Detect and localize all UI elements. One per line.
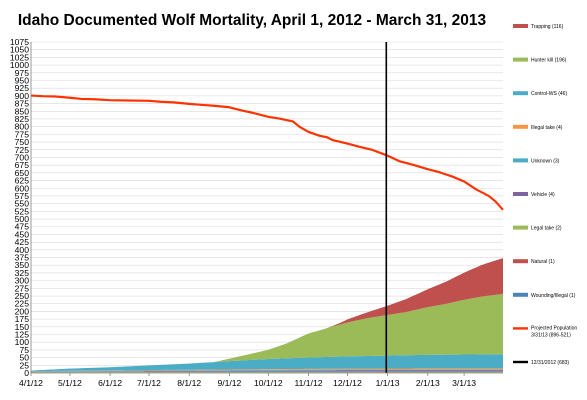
y-tick-label: 50 — [19, 353, 29, 363]
y-tick-label: 1025 — [10, 52, 29, 62]
legend-label: Trapping (116) — [531, 24, 564, 30]
population-line — [30, 94, 504, 211]
x-tick-label: 9/1/12 — [217, 378, 241, 388]
y-tick-label: 375 — [15, 253, 30, 263]
y-tick-label: 625 — [15, 176, 30, 186]
y-tick-label: 475 — [15, 222, 30, 232]
y-tick-label: 700 — [15, 152, 30, 162]
x-tick-label: 4/1/12 — [19, 378, 43, 388]
legend-label: Legal take (2) — [531, 226, 562, 232]
legend-label: Wounding/Illegal (1) — [531, 293, 576, 299]
y-tick-label: 500 — [15, 214, 30, 224]
y-tick-label: 600 — [15, 183, 30, 193]
area-hunter-kill-196 — [31, 293, 503, 371]
y-tick-label: 925 — [15, 83, 30, 93]
plot-area: 0255075100125150175200225250275300325350… — [10, 37, 504, 388]
y-tick-label: 800 — [15, 122, 30, 132]
y-tick-label: 275 — [15, 283, 30, 293]
population-line-group — [30, 94, 504, 211]
y-tick-label: 725 — [15, 145, 30, 155]
y-tick-label: 250 — [15, 291, 30, 301]
legend-label: Vehicle (4) — [531, 192, 555, 198]
y-tick-label: 300 — [15, 276, 30, 286]
legend-label: 3/31/13 (896-521) — [531, 332, 571, 338]
y-tick-label: 950 — [15, 75, 30, 85]
y-tick-label: 900 — [15, 91, 30, 101]
legend-label: Natural (1) — [531, 259, 555, 265]
y-tick-label: 75 — [19, 345, 29, 355]
x-tick-label: 12/1/12 — [333, 378, 362, 388]
x-tick-label: 6/1/12 — [98, 378, 122, 388]
y-tick-label: 125 — [15, 330, 30, 340]
x-tick-label: 8/1/12 — [177, 378, 201, 388]
y-tick-label: 425 — [15, 237, 30, 247]
x-tick-label: 10/1/12 — [254, 378, 283, 388]
x-tick-label: 2/1/13 — [416, 378, 440, 388]
area-illegal-take-4 — [31, 368, 503, 372]
y-tick-label: 175 — [15, 314, 30, 324]
legend-label: 12/31/2012 (683) — [531, 360, 569, 366]
x-tick-label: 7/1/12 — [137, 378, 161, 388]
y-tick-label: 875 — [15, 99, 30, 109]
area-unknown-3 — [31, 369, 503, 372]
y-tick-label: 350 — [15, 260, 30, 270]
x-tick-labels: 4/1/12 5/1/12 6/1/12 7/1/12 8/1/12 9/1/12 10/1… — [19, 373, 476, 388]
y-tick-label: 525 — [15, 206, 30, 216]
y-tick-label: 750 — [15, 137, 30, 147]
y-tick-label: 0 — [24, 368, 29, 378]
chart-title: Idaho Documented Wolf Mortality, April 1… — [18, 12, 487, 29]
area-legal-take-2 — [31, 371, 503, 373]
x-tick-label: 3/1/13 — [452, 378, 476, 388]
y-tick-label: 675 — [15, 160, 30, 170]
y-tick-label: 1050 — [10, 45, 29, 55]
legend-label: Illegal take (4) — [531, 125, 563, 131]
y-tick-label: 825 — [15, 114, 30, 124]
area-vehicle-4 — [31, 370, 503, 372]
legend-label: Projected Population — [531, 325, 577, 331]
y-tick-label: 775 — [15, 129, 30, 139]
y-tick-label: 450 — [15, 229, 30, 239]
y-tick-label: 150 — [15, 322, 30, 332]
y-tick-label: 550 — [15, 199, 30, 209]
x-tick-label: 11/1/12 — [294, 378, 322, 388]
x-tick-label: 1/1/13 — [376, 378, 400, 388]
y-tick-label: 100 — [15, 337, 30, 347]
y-tick-label: 200 — [15, 306, 30, 316]
y-tick-label: 1000 — [10, 60, 29, 70]
y-tick-label: 400 — [15, 245, 30, 255]
axes — [30, 42, 503, 374]
area-control-ws-46 — [31, 354, 503, 372]
legend-label: Hunter kill (196) — [531, 58, 567, 64]
legend-label: Control-WS (46) — [531, 91, 567, 97]
x-tick-label: 5/1/12 — [58, 378, 82, 388]
y-tick-label: 850 — [15, 106, 30, 116]
y-tick-label: 650 — [15, 168, 30, 178]
legend-label: Unknown (3) — [531, 158, 560, 164]
gridlines — [31, 41, 503, 366]
y-tick-labels: 0255075100125150175200225250275300325350… — [10, 37, 29, 378]
y-tick-label: 975 — [15, 68, 30, 78]
y-tick-label: 325 — [15, 268, 30, 278]
y-tick-label: 1075 — [10, 37, 29, 47]
y-tick-label: 575 — [15, 191, 30, 201]
legend: Trapping (116) Hunter kill (196) Control-W… — [513, 24, 577, 366]
y-tick-label: 25 — [19, 360, 29, 370]
y-tick-label: 225 — [15, 299, 30, 309]
